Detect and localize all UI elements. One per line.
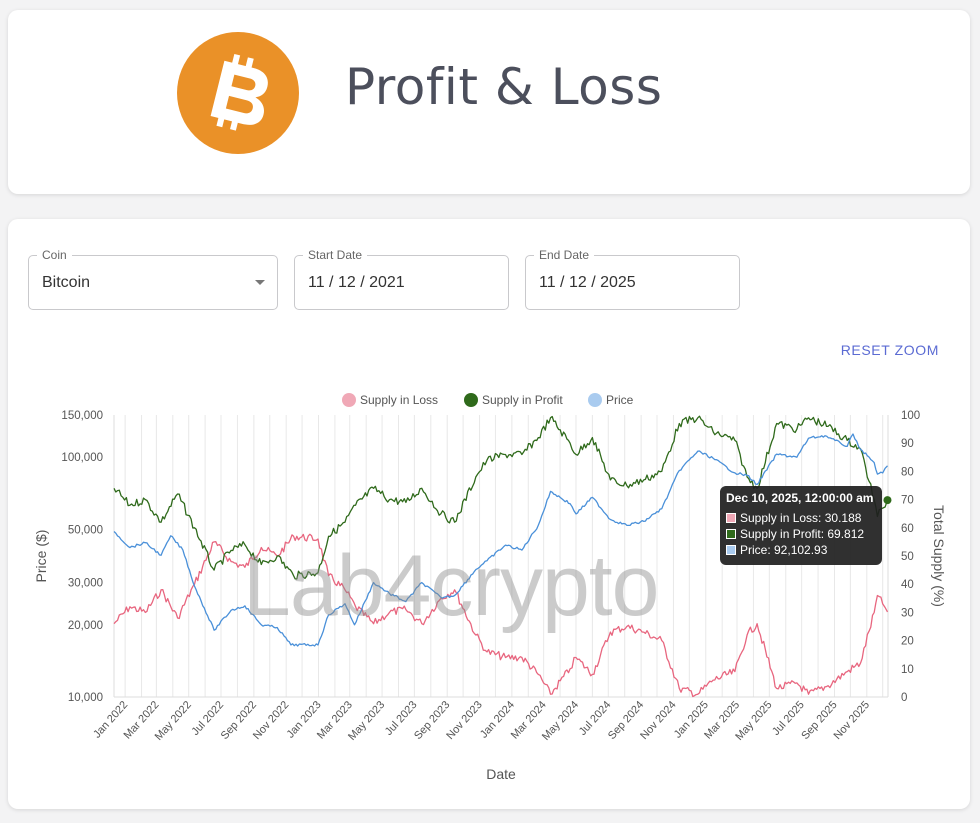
- end-date-field[interactable]: End Date 11 / 12 / 2025: [525, 248, 740, 310]
- y-left-tick-label: 50,000: [68, 524, 103, 536]
- reset-zoom-button[interactable]: RESET ZOOM: [840, 342, 939, 358]
- chart-card: Coin Bitcoin Start Date 11 / 12 / 2021 E…: [8, 219, 970, 809]
- legend-marker-supply-in-loss: [342, 393, 356, 407]
- y-right-tick-label: 60: [901, 523, 914, 535]
- header-card: Profit & Loss: [8, 10, 970, 194]
- start-date-label: Start Date: [303, 248, 368, 262]
- start-date-value[interactable]: 11 / 12 / 2021: [308, 274, 405, 291]
- y-left-tick-label: 100,000: [61, 452, 103, 464]
- series-line-supply-in-loss: [113, 533, 889, 698]
- y-left-tick-label: 20,000: [68, 620, 103, 632]
- tooltip-text-profit: Supply in Profit: 69.812: [740, 527, 865, 541]
- legend-label-price: Price: [606, 393, 634, 407]
- y-right-tick-label: 20: [901, 636, 914, 648]
- end-date-label: End Date: [534, 248, 595, 262]
- tooltip-point-marker: [883, 496, 892, 505]
- y-right-tick-label: 100: [901, 410, 920, 422]
- coin-value: Bitcoin: [42, 274, 91, 291]
- tooltip-text-price: Price: 92,102.93: [740, 543, 828, 557]
- end-date-value[interactable]: 11 / 12 / 2025: [539, 274, 636, 291]
- legend-marker-supply-in-profit: [464, 393, 478, 407]
- legend-label-supply-in-loss: Supply in Loss: [360, 393, 438, 407]
- dropdown-arrow-icon[interactable]: [255, 280, 265, 285]
- y-right-tick-label: 80: [901, 466, 914, 478]
- legend-marker-price: [588, 393, 602, 407]
- tooltip-text-loss: Supply in Loss: 30.188: [740, 511, 862, 525]
- y-right-tick-label: 90: [901, 438, 914, 450]
- tooltip-swatch-profit: [726, 529, 736, 539]
- bitcoin-logo-icon: [177, 32, 299, 154]
- series-line-price: [113, 433, 888, 647]
- chart-tooltip: Dec 10, 2025, 12:00:00 am Supply in Loss…: [720, 486, 882, 565]
- x-axis-title: Date: [486, 766, 516, 782]
- y-right-tick-label: 30: [901, 607, 914, 619]
- y-right-axis-title: Total Supply (%): [931, 505, 947, 607]
- y-left-tick-label: 10,000: [68, 692, 103, 704]
- y-right-tick-label: 70: [901, 495, 914, 507]
- tooltip-row-profit: Supply in Profit: 69.812: [726, 526, 876, 542]
- y-right-tick-label: 40: [901, 579, 914, 591]
- legend-label-supply-in-profit: Supply in Profit: [482, 393, 563, 407]
- y-right-tick-label: 50: [901, 551, 914, 563]
- page-title: Profit & Loss: [345, 58, 663, 116]
- tooltip-row-loss: Supply in Loss: 30.188: [726, 510, 876, 526]
- y-left-tick-label: 150,000: [61, 410, 103, 422]
- coin-select[interactable]: Coin Bitcoin: [28, 248, 278, 310]
- tooltip-title: Dec 10, 2025, 12:00:00 am: [726, 491, 874, 505]
- tooltip-swatch-price: [726, 545, 736, 555]
- tooltip-row-price: Price: 92,102.93: [726, 542, 876, 558]
- y-right-tick-label: 0: [901, 692, 907, 704]
- coin-label: Coin: [37, 248, 72, 262]
- tooltip-swatch-loss: [726, 513, 736, 523]
- y-left-axis-title: Price ($): [33, 530, 49, 583]
- y-left-tick-label: 30,000: [68, 578, 103, 590]
- start-date-field[interactable]: Start Date 11 / 12 / 2021: [294, 248, 509, 310]
- y-right-tick-label: 10: [901, 664, 914, 676]
